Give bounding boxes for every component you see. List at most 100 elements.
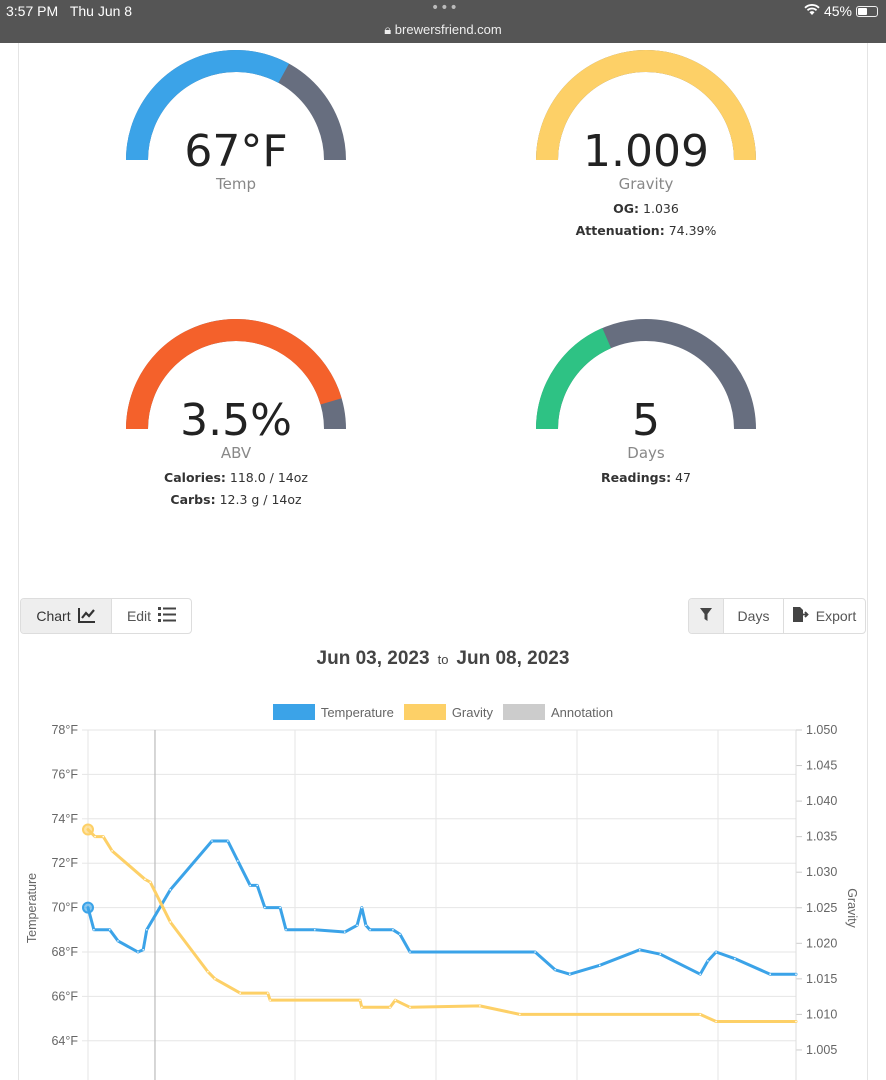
y-right-tick-label: 1.005 — [806, 1043, 837, 1057]
data-point-temperature — [108, 929, 111, 931]
view-toggle: Chart Edit — [20, 598, 192, 634]
legend-gravity[interactable]: Gravity — [403, 704, 493, 720]
legend-temperature[interactable]: Temperature — [272, 704, 394, 720]
battery-percent: 45% — [823, 3, 852, 19]
y-right-tick-label: 1.025 — [806, 901, 837, 915]
filter-button[interactable] — [689, 599, 724, 633]
edit-button[interactable]: Edit — [112, 599, 191, 633]
temp-value: 67°F — [184, 126, 288, 177]
data-point-temperature — [638, 948, 641, 951]
data-point-temperature — [343, 931, 346, 933]
data-point-temperature — [256, 884, 259, 887]
status-time: 3:57 PM Thu Jun 8 — [6, 3, 133, 19]
data-point-temperature — [227, 840, 229, 842]
data-point-temperature — [360, 906, 363, 909]
export-file-icon — [792, 607, 809, 625]
fermentation-chart: 78°F 76°F 74°F 72°F 70°F 68°F 66°F 64°F 1.050 1.0… — [25, 723, 859, 1080]
calories-line: Calories: 118.0 / 14oz — [164, 470, 308, 485]
y-right-tick-label: 1.045 — [806, 759, 837, 773]
data-point-temperature — [734, 957, 736, 960]
gauge-abv: 3.5% ABV Calories: 118.0 / 14oz Carbs: 1… — [106, 318, 366, 518]
gauge-days: 5 Days Readings: 47 — [516, 318, 776, 518]
data-point-gravity — [82, 823, 94, 836]
export-button[interactable]: Export — [784, 599, 865, 633]
data-point-temperature — [699, 973, 702, 975]
y-right-tick-label: 1.020 — [806, 936, 837, 950]
url-bar[interactable]: 🔒︎ brewersfriend.com — [384, 22, 502, 37]
y-right-tick-label: 1.015 — [806, 972, 837, 986]
more-dots-icon[interactable]: ••• — [431, 0, 459, 16]
data-point-temperature — [93, 929, 95, 931]
chart-button[interactable]: Chart — [21, 599, 112, 633]
data-point-temperature — [568, 973, 571, 975]
data-point-gravity — [214, 978, 216, 980]
data-point-gravity — [394, 999, 397, 1001]
data-point-gravity — [389, 1006, 391, 1009]
abv-value: 3.5% — [180, 395, 292, 446]
data-point-gravity — [519, 1013, 521, 1016]
data-point-gravity — [266, 992, 269, 994]
gauge-fill — [126, 50, 289, 161]
data-point-gravity — [699, 1013, 702, 1016]
data-point-temperature — [117, 940, 119, 942]
data-point-temperature — [82, 901, 94, 914]
data-point-temperature — [369, 929, 371, 931]
data-point-temperature — [356, 924, 358, 927]
data-point-temperature — [211, 840, 213, 842]
y-left-tick-label: 76°F — [51, 767, 78, 781]
data-point-gravity — [207, 970, 209, 973]
legend-annotation[interactable]: Annotation — [502, 704, 613, 720]
list-icon — [158, 607, 177, 625]
y-left-tick-label: 64°F — [51, 1034, 78, 1048]
data-point-gravity — [269, 999, 271, 1001]
data-point-temperature — [795, 973, 797, 975]
data-point-temperature — [137, 951, 139, 953]
data-point-gravity — [149, 881, 152, 883]
y-right-tick-label: 1.035 — [806, 830, 837, 844]
data-point-gravity — [102, 835, 105, 838]
data-point-gravity — [169, 921, 172, 923]
og-line: OG: 1.036 — [613, 201, 679, 216]
data-point-temperature — [279, 906, 281, 909]
lock-icon: 🔒︎ — [384, 22, 392, 37]
page-frame — [18, 43, 868, 1080]
data-point-temperature — [707, 960, 709, 962]
date-range-heading: Jun 03, 2023 to Jun 08, 2023 — [316, 648, 570, 669]
data-point-temperature — [598, 964, 601, 967]
data-point-gravity — [795, 1020, 797, 1023]
data-point-temperature — [392, 929, 394, 931]
series-line-gravity — [86, 828, 798, 1024]
data-point-gravity — [111, 850, 113, 852]
data-point-temperature — [145, 929, 148, 931]
gravity-value: 1.009 — [583, 126, 709, 177]
gravity-label: Gravity — [618, 175, 674, 193]
data-point-temperature — [264, 906, 266, 909]
days-label: Days — [627, 444, 665, 462]
y-right-tick-label: 1.010 — [806, 1007, 837, 1021]
data-point-gravity — [409, 1006, 411, 1009]
battery-icon — [856, 5, 878, 17]
days-button[interactable]: Days — [724, 599, 784, 633]
y-right-tick-label: 1.040 — [806, 794, 837, 808]
y-left-tick-label: 68°F — [51, 945, 78, 959]
data-point-gravity — [94, 835, 96, 838]
data-point-temperature — [715, 951, 717, 953]
data-point-temperature — [659, 953, 662, 956]
y-left-tick-label: 74°F — [51, 812, 78, 826]
filter-icon — [700, 608, 712, 624]
wifi-icon — [804, 3, 820, 19]
chart-actions: Days Export — [688, 598, 866, 634]
attenuation-line: Attenuation: 74.39% — [575, 223, 717, 238]
gauge-gravity: 1.009 Gravity OG: 1.036 Attenuation: 74.… — [516, 49, 776, 249]
data-point-temperature — [409, 951, 411, 953]
abv-label: ABV — [220, 444, 252, 462]
y-left-tick-label: 70°F — [51, 901, 78, 915]
y-right-tick-label: 1.050 — [806, 723, 837, 737]
gauge-temp: 67°F Temp — [106, 49, 366, 199]
y-right-tick-label: 1.030 — [806, 865, 837, 879]
chart-line-icon — [77, 607, 96, 626]
days-value: 5 — [632, 395, 660, 446]
data-point-temperature — [313, 929, 316, 931]
gauge-fill — [126, 319, 342, 430]
data-point-gravity — [359, 999, 361, 1001]
